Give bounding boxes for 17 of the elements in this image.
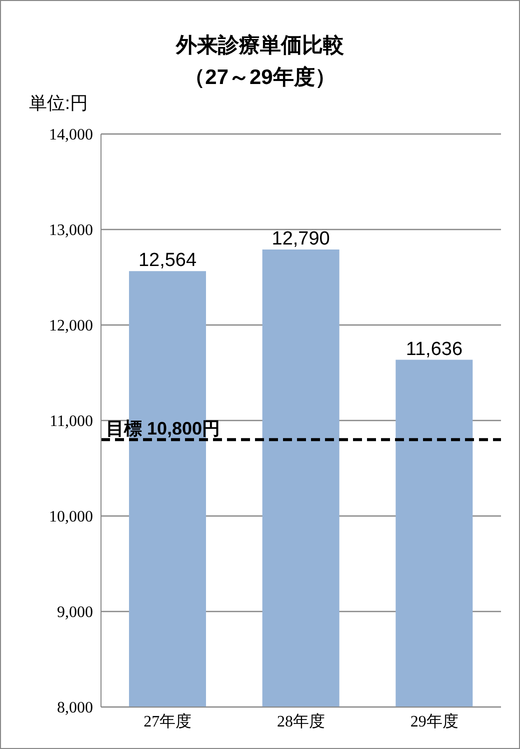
ref-line-label: 目標 10,800円 bbox=[106, 418, 220, 439]
y-axis-title: 単位:円 bbox=[29, 92, 88, 115]
y-tick-label: 10,000 bbox=[49, 508, 93, 526]
data-label: 12,564 bbox=[138, 250, 197, 272]
x-tick-label: 28年度 bbox=[277, 712, 325, 730]
data-label: 12,790 bbox=[272, 228, 330, 250]
y-tick-label: 12,000 bbox=[49, 318, 93, 335]
chart-title: 外来診療単価比較 bbox=[174, 32, 345, 59]
y-tick-label: 11,000 bbox=[50, 413, 93, 430]
y-tick-label: 9,000 bbox=[57, 604, 93, 622]
y-tick-label: 13,000 bbox=[49, 222, 93, 240]
y-tick-label: 8,000 bbox=[57, 700, 93, 717]
data-label: 11,636 bbox=[406, 338, 463, 360]
x-tick-label: 29年度 bbox=[410, 712, 458, 730]
y-tick-label: 14,000 bbox=[49, 126, 93, 144]
chart-subtitle: （27～29年度） bbox=[183, 64, 337, 91]
x-tick-label: 27年度 bbox=[144, 712, 192, 730]
